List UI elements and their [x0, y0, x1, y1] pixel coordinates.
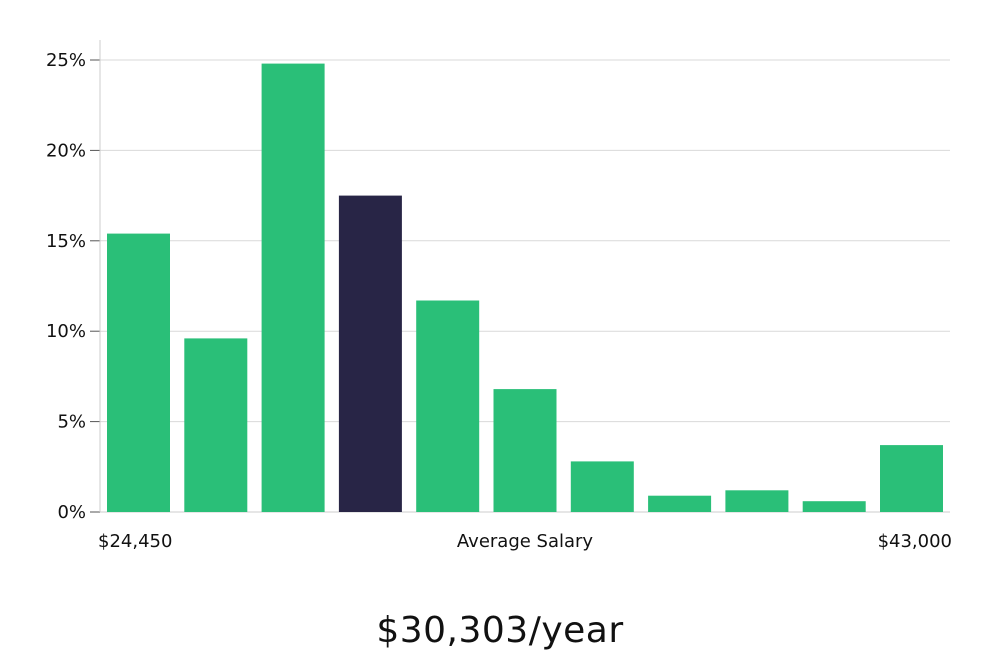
- histogram-bar: [570, 461, 634, 512]
- x-axis-start-label: $24,450: [98, 531, 172, 552]
- histogram-bar: [184, 338, 248, 512]
- y-tick-label: 10%: [46, 321, 86, 342]
- histogram-bar: [107, 233, 170, 512]
- y-tick-label: 25%: [46, 50, 86, 71]
- histogram-bar: [880, 445, 943, 512]
- histogram-bar: [802, 501, 866, 512]
- y-tick-label: 15%: [46, 231, 86, 252]
- bars: [107, 63, 943, 512]
- histogram-bar: [725, 490, 789, 512]
- y-tick-label: 0%: [57, 502, 86, 523]
- histogram-bar: [648, 495, 712, 512]
- histogram-bar-highlighted: [338, 195, 402, 512]
- histogram-bar: [493, 389, 557, 512]
- x-axis-title: Average Salary: [457, 531, 594, 552]
- average-salary-value: $30,303/year: [376, 610, 624, 651]
- histogram-bar: [261, 63, 325, 512]
- x-axis-end-label: $43,000: [878, 531, 952, 552]
- y-tick-label: 5%: [57, 412, 86, 433]
- y-tick-label: 20%: [46, 140, 86, 161]
- y-axis-ticks: 0% 5% 10% 15% 20% 25%: [46, 50, 100, 523]
- histogram-bar: [416, 300, 480, 512]
